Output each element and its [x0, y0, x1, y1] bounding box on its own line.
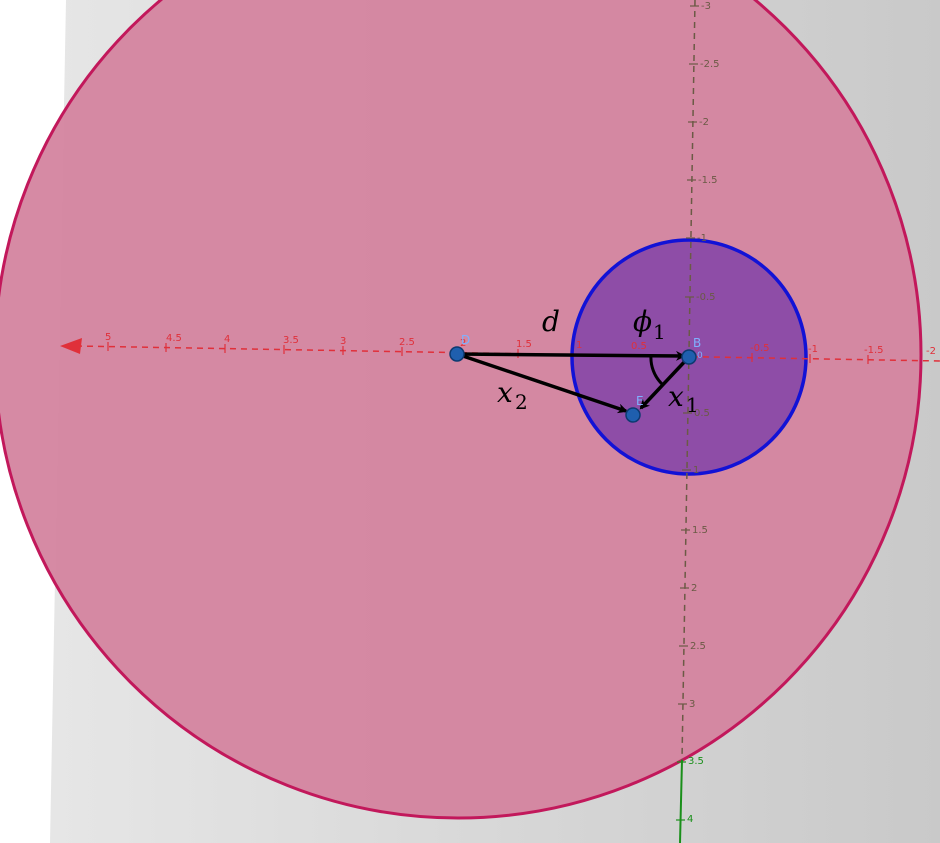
y-axis-ticks: -3 -2.5 -2 -1.5 -1 -0.5	[685, 1, 720, 303]
y-tick-label: 1.5	[692, 525, 708, 536]
point-E[interactable]	[625, 407, 641, 423]
x-tick-label: 1.5	[516, 339, 532, 350]
label-x2-subscript: 2	[515, 390, 528, 414]
x-tick-label: 3	[340, 336, 346, 347]
x-tick-label: 2	[460, 338, 466, 349]
y-tick-label: 2	[691, 583, 697, 594]
large-disk[interactable]	[0, 0, 923, 820]
y-tick-label: -2	[699, 117, 709, 128]
z-tick-label: 4	[687, 814, 693, 825]
point-D-label: D	[461, 333, 470, 347]
vector-x1[interactable]	[639, 356, 690, 410]
x-axis-arrowhead-icon	[60, 338, 82, 354]
label-x1-subscript: 1	[686, 393, 699, 417]
z-axis-ticks: 3.5 4	[676, 756, 704, 825]
label-phi: ϕ	[633, 305, 652, 338]
y-axis	[681, 0, 696, 761]
x-tick-label: 4	[224, 334, 230, 345]
y-tick-label: 1	[693, 465, 699, 476]
label-x2: x	[497, 376, 513, 409]
angle-arc-phi	[649, 354, 664, 386]
point-D[interactable]	[449, 346, 465, 362]
y-tick-label: -3	[701, 1, 711, 12]
x-tick-label: -0.5	[750, 343, 770, 354]
x-tick-label: 1	[576, 340, 582, 351]
y-tick-label: -1	[697, 233, 707, 244]
vector-x2[interactable]	[456, 352, 628, 414]
point-E-label: E	[636, 394, 644, 408]
x-axis-ticks: 5 4.5 4 3.5 3 2.5 2 1.5 1 0.5 -0.5 -1 -1…	[105, 332, 936, 364]
z-tick-label: 3.5	[688, 756, 704, 767]
point-B-label: B	[693, 336, 701, 350]
origin-label: 0	[697, 351, 703, 361]
x-tick-label: 3.5	[283, 335, 299, 346]
z-axis	[679, 759, 683, 843]
x-tick-label: 5	[105, 332, 111, 343]
point-B[interactable]	[681, 349, 697, 365]
x-tick-label: 2.5	[399, 337, 415, 348]
vector-d[interactable]	[456, 350, 686, 361]
x-tick-label: -1.5	[864, 345, 884, 356]
y-tick-label: -1.5	[698, 175, 718, 186]
label-d: d	[542, 305, 560, 338]
x-tick-label: 0.5	[631, 341, 647, 352]
y-tick-label: 3	[689, 699, 695, 710]
y-tick-label: 0.5	[694, 408, 710, 419]
y-tick-label: 2.5	[690, 641, 706, 652]
label-x1: x	[668, 380, 684, 413]
x-tick-label: 4.5	[166, 333, 182, 344]
y-tick-label: -2.5	[700, 59, 720, 70]
label-phi-subscript: 1	[653, 320, 666, 344]
x-tick-label: -2	[926, 346, 936, 357]
y-tick-label: -0.5	[696, 292, 716, 303]
y-axis-ticks-lower: 0.5 1 1.5 2 2.5 3	[678, 408, 710, 710]
x-tick-label: -1	[808, 344, 818, 355]
